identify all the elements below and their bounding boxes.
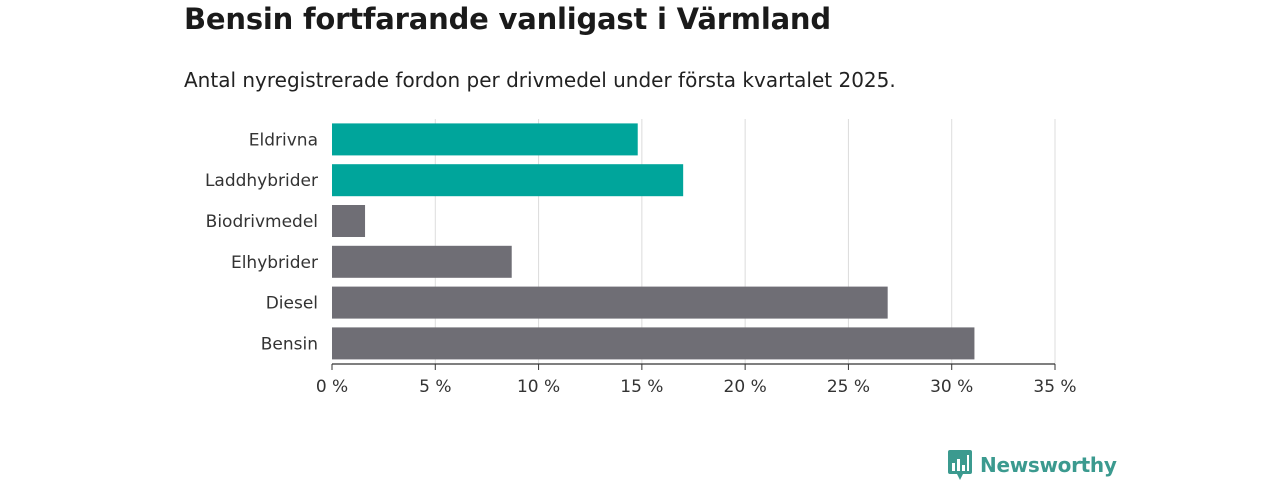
x-tick-label: 0 % bbox=[316, 377, 348, 397]
bar-diesel bbox=[332, 286, 888, 319]
newsworthy-logo: Newsworthy bbox=[948, 450, 1117, 480]
chart-subtitle: Antal nyregistrerade fordon per drivmede… bbox=[184, 68, 896, 92]
x-tick-label: 30 % bbox=[930, 377, 973, 397]
bar-bensin bbox=[332, 327, 975, 360]
bar-chart: Eldrivna Laddhybrider Biodrivmedel Elhybrid… bbox=[205, 119, 1077, 397]
x-tick-label: 15 % bbox=[620, 377, 663, 397]
x-tick-label: 10 % bbox=[517, 377, 560, 397]
bar-laddhybrider bbox=[332, 164, 684, 197]
x-tick-label: 35 % bbox=[1033, 377, 1076, 397]
bar-biodrivmedel bbox=[332, 205, 366, 237]
bar-chart-speech-bubble-icon bbox=[948, 450, 972, 480]
chart-title: Bensin fortfarande vanligast i Värmland bbox=[184, 2, 831, 36]
category-label: Bensin bbox=[261, 334, 318, 354]
brand-name: Newsworthy bbox=[980, 453, 1117, 477]
x-tick-label: 25 % bbox=[827, 377, 870, 397]
x-tick-label: 5 % bbox=[419, 377, 451, 397]
x-tick-label: 20 % bbox=[724, 377, 767, 397]
category-label: Laddhybrider bbox=[205, 171, 318, 191]
category-label: Diesel bbox=[266, 294, 318, 314]
category-label: Elhybrider bbox=[231, 253, 318, 273]
category-label: Biodrivmedel bbox=[206, 212, 318, 232]
bar-eldrivna bbox=[332, 123, 638, 156]
category-label: Eldrivna bbox=[249, 130, 318, 150]
bar-elhybrider bbox=[332, 245, 512, 278]
